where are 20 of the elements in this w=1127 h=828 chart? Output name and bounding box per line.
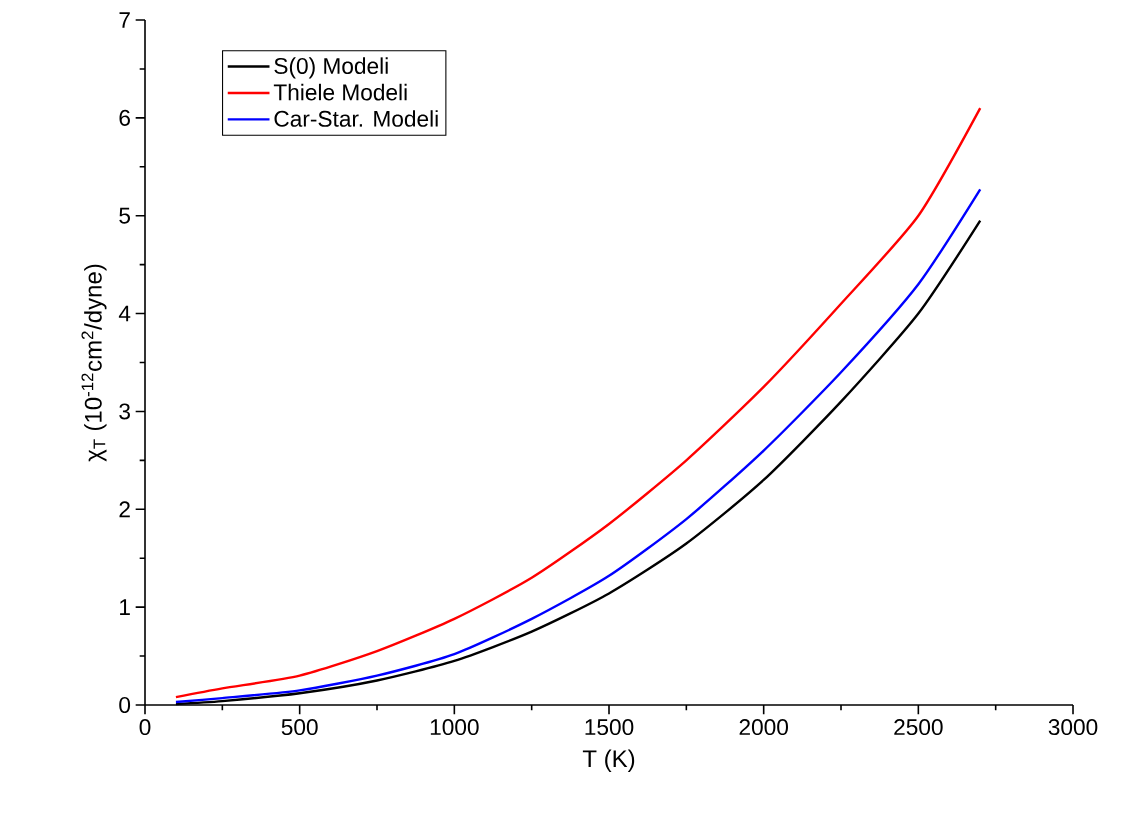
y-tick-label: 1	[120, 599, 130, 615]
x-tick-label: 1000	[430, 719, 479, 736]
y-tick-label: 0	[119, 696, 131, 714]
y-tick-label: 3	[119, 403, 130, 420]
y-tick-label: 5	[119, 207, 130, 224]
x-tick-label: 2000	[739, 719, 788, 736]
x-tick-label: 1500	[585, 719, 634, 736]
legend-label: Thiele Modeli	[273, 83, 407, 101]
y-tick-label: 7	[119, 12, 130, 28]
x-tick-label: 0	[139, 719, 151, 736]
x-tick-label: 500	[281, 719, 318, 736]
y-tick-label: 6	[119, 109, 130, 126]
x-tick-label: 2500	[894, 719, 943, 736]
x-axis-title: T (K)	[582, 749, 635, 772]
legend-label: Car-Star. Modeli	[274, 110, 438, 127]
y-axis-title: χ$_{T}$ (10$^{-12}$cm$^{2}$/dyne)	[81, 264, 107, 462]
legend-label: S(0) Modeli	[274, 57, 388, 79]
y-tick-label: 2	[119, 501, 130, 518]
x-tick-label: 3000	[1048, 719, 1098, 736]
y-tick-label: 4	[118, 305, 131, 322]
